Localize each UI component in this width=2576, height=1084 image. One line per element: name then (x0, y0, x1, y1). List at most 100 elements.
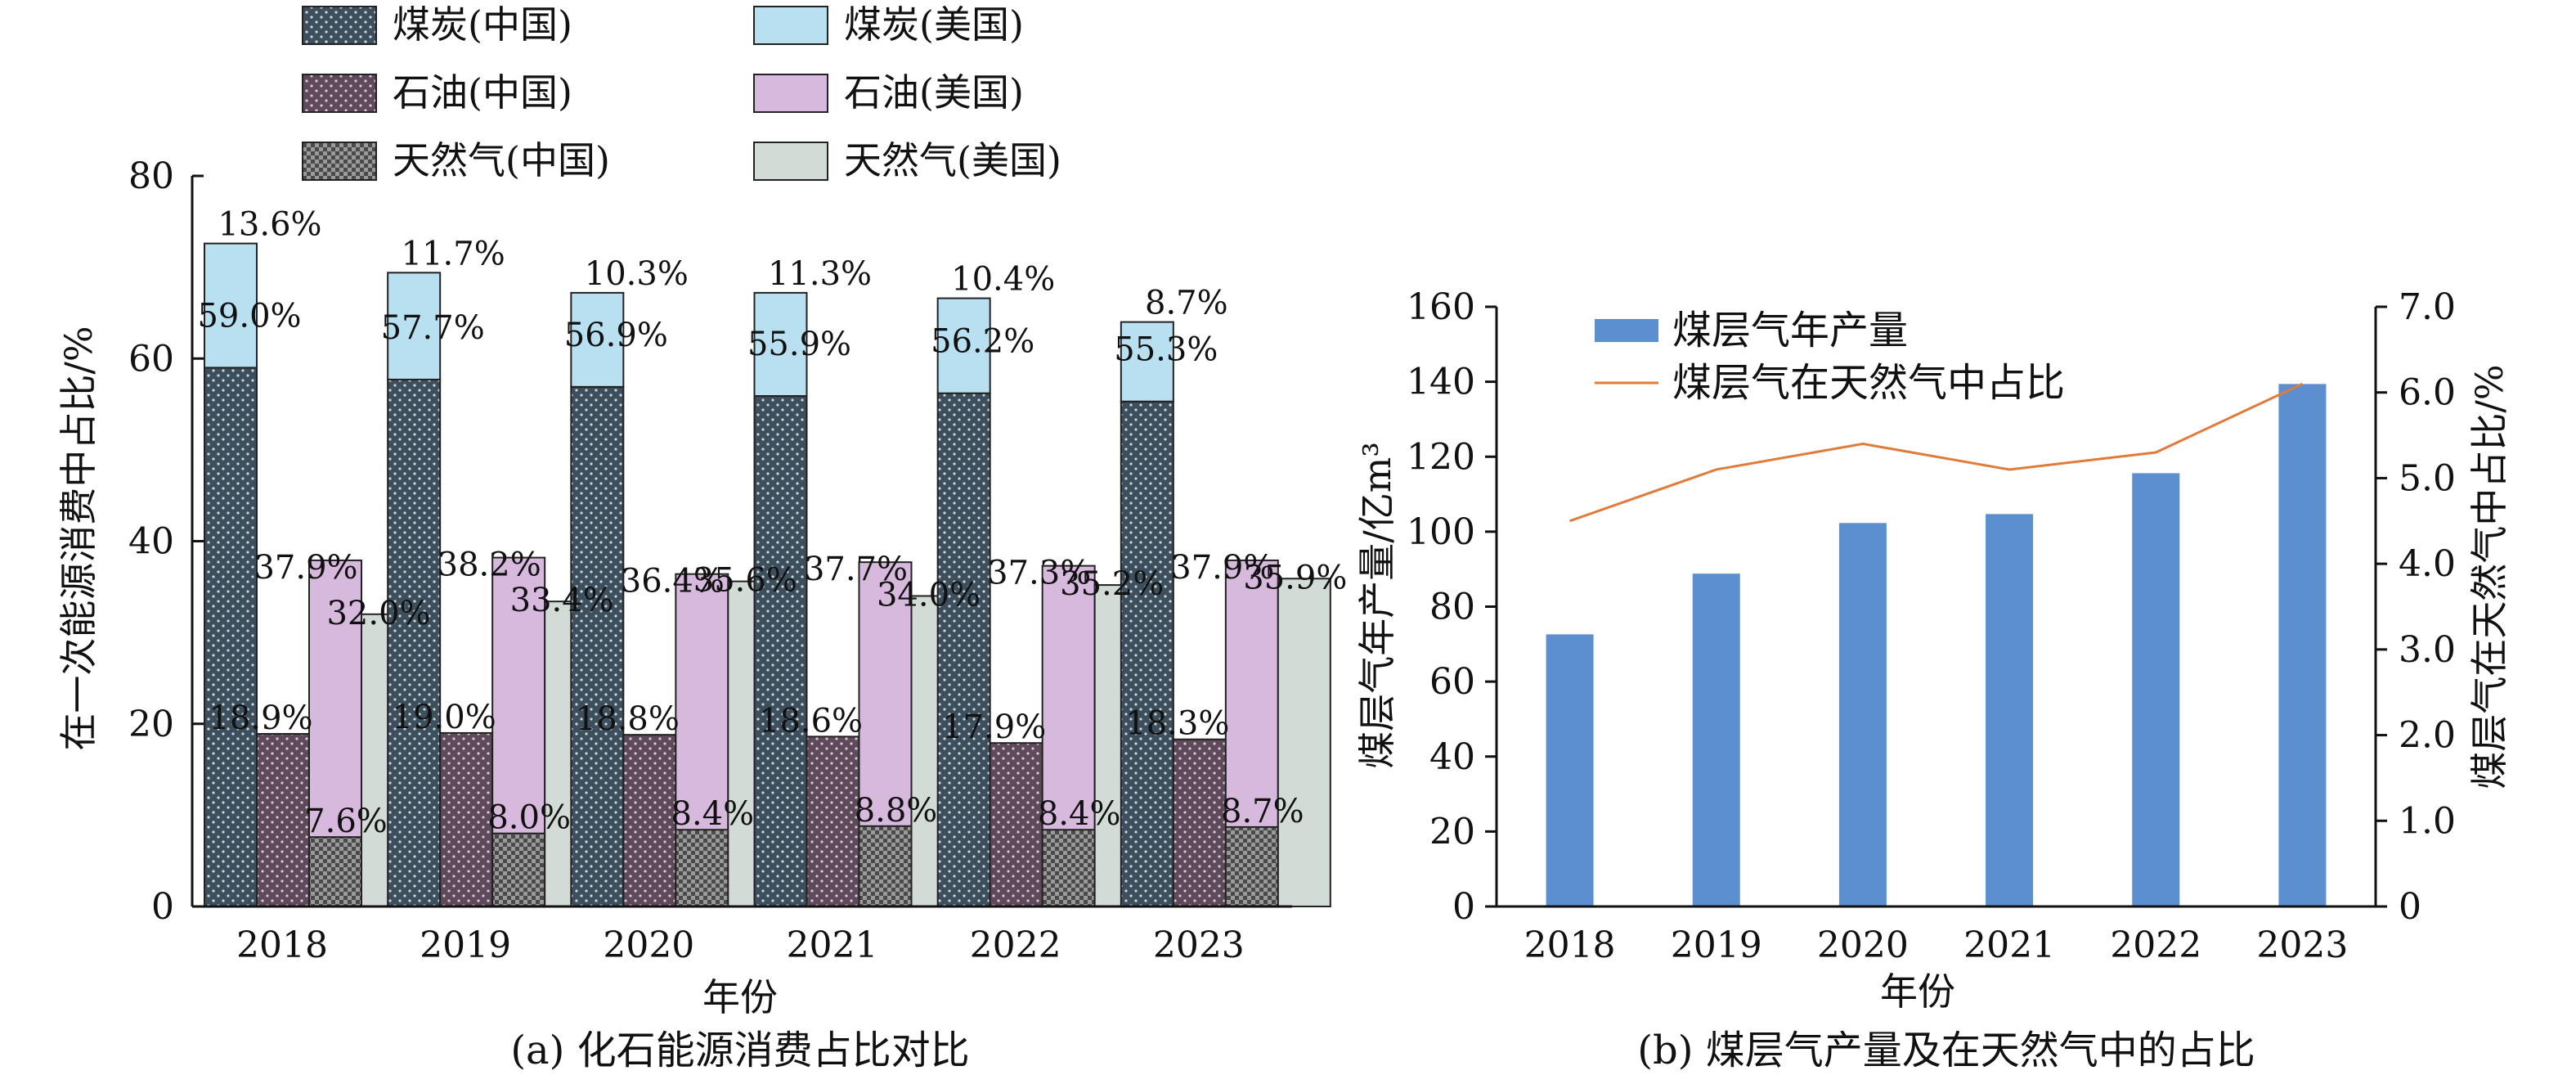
label-us-gas-2021: 34.0% (877, 576, 981, 614)
x-tick-label-2018: 2018 (236, 924, 328, 966)
bar-天然气(中国)-2021 (858, 825, 913, 908)
bar-煤炭(中国)-2019 (387, 378, 442, 907)
x-tick-label-2023: 2023 (2256, 924, 2348, 966)
share-line (1569, 382, 2304, 523)
label-us-oil-2019: 38.2% (438, 546, 541, 584)
label-us-coal-2021: 11.3% (768, 255, 872, 293)
right-tick-label: 5.0 (2399, 457, 2456, 499)
chart-b-line (1569, 382, 2304, 523)
legend-label-煤炭(中国): 煤炭(中国) (393, 2, 572, 47)
label-cn-gas-2019: 8.0% (487, 799, 571, 837)
x-tick-label-2021: 2021 (787, 924, 878, 966)
label-cn-coal-2020: 56.9% (564, 317, 668, 354)
label-cn-gas-2023: 8.7% (1221, 793, 1304, 830)
legend-label-石油(中国): 石油(中国) (393, 70, 572, 115)
right-tick-label: 1.0 (2399, 800, 2456, 842)
chart-b-caption: (b) 煤层气产量及在天然气中的占比 (1637, 1028, 2255, 1073)
chart-b-right-axis-label: 煤层气在天然气中占比/% (2467, 364, 2511, 789)
y-tick-label: 120 (1407, 436, 1475, 478)
label-cn-oil-2018: 18.9% (209, 699, 312, 737)
bar-天然气(美国)-2023 (1277, 578, 1331, 907)
x-tick-label-2019: 2019 (420, 924, 511, 966)
legend-label-天然气(中国): 天然气(中国) (393, 138, 610, 182)
label-us-oil-2020: 36.4% (621, 563, 725, 600)
label-us-oil-2022: 37.3% (987, 555, 1091, 592)
legend-swatch-煤炭(美国) (753, 6, 828, 45)
label-cn-oil-2019: 19.0% (393, 699, 496, 736)
label-cn-oil-2020: 18.8% (576, 700, 680, 738)
chart-a-bars (204, 242, 1331, 908)
bar-2023 (2278, 384, 2327, 906)
bar-天然气(中国)-2023 (1224, 825, 1279, 907)
legend-label-line: 煤层气在天然气中占比 (1672, 360, 2065, 406)
bar-石油(中国)-2019 (439, 731, 494, 907)
y-tick-label: 80 (128, 155, 174, 197)
right-tick-label: 2.0 (2399, 715, 2456, 757)
bar-石油(中国)-2022 (989, 742, 1043, 907)
label-cn-coal-2022: 56.2% (931, 323, 1034, 361)
label-cn-gas-2022: 8.4% (1038, 795, 1121, 833)
chart-a-x-axis-label: 年份 (702, 975, 778, 1019)
bar-天然气(中国)-2022 (1041, 829, 1096, 907)
x-tick-label-2019: 2019 (1671, 924, 1762, 966)
chart-a-data-labels: 13.6% 59.0% 37.9% 18.9% 32.0% 7.6% 11.7% 57.7% 3… (197, 206, 1347, 841)
legend-label-石油(美国): 石油(美国) (844, 70, 1024, 115)
label-cn-coal-2021: 55.9% (747, 326, 851, 363)
bar-天然气(中国)-2019 (491, 832, 546, 908)
label-us-oil-2018: 37.9% (254, 549, 357, 587)
bar-天然气(中国)-2020 (675, 829, 729, 907)
bar-2020 (1838, 523, 1887, 906)
label-cn-coal-2023: 55.3% (1114, 331, 1218, 369)
label-cn-coal-2018: 59.0% (197, 297, 301, 335)
chart-a-legend: 煤炭(中国) 石油(中国) 天然气(中国) 煤炭(美国) 石油(美国) 天然气(美国) (302, 2, 1061, 182)
bar-2018 (1546, 634, 1594, 906)
bar-石油(中国)-2023 (1172, 738, 1227, 907)
bar-煤炭(美国)-2022 (936, 297, 991, 394)
label-us-coal-2022: 10.4% (951, 261, 1055, 299)
legend-swatch-石油(中国) (302, 74, 377, 113)
bar-2019 (1692, 573, 1740, 906)
bar-天然气(中国)-2018 (308, 836, 362, 907)
x-tick-label-2022: 2022 (970, 924, 1061, 966)
label-us-oil-2023: 37.9% (1170, 549, 1274, 587)
label-cn-oil-2023: 18.3% (1125, 705, 1229, 743)
y-tick-label: 140 (1407, 362, 1475, 403)
y-tick-label: 80 (1429, 587, 1475, 628)
bar-煤炭(美国)-2018 (204, 242, 258, 369)
chart-a-axes: 2018 2019 2020 2021 2022 2023 0 20 40 60 80 (128, 155, 1292, 966)
bar-煤炭(中国)-2023 (1120, 400, 1174, 907)
x-tick-label-2022: 2022 (2110, 924, 2201, 966)
bar-石油(中国)-2018 (256, 733, 310, 907)
legend-swatch-煤炭(中国) (302, 6, 377, 45)
legend-swatch-天然气(中国) (302, 142, 377, 181)
y-tick-label: 20 (1429, 811, 1475, 852)
chart-b-bars (1546, 384, 2327, 906)
label-us-gas-2019: 33.4% (510, 582, 614, 619)
chart-b-x-axis-label: 年份 (1880, 969, 1955, 1014)
label-us-coal-2023: 8.7% (1145, 285, 1228, 322)
label-us-gas-2022: 35.2% (1060, 565, 1164, 603)
chart-a: 煤炭(中国) 石油(中国) 天然气(中国) 煤炭(美国) 石油(美国) 天然气(美国) 1… (56, 2, 1347, 1073)
bar-石油(中国)-2020 (622, 734, 677, 908)
y-tick-label: 60 (1429, 661, 1475, 703)
bar-2021 (1986, 514, 2034, 906)
chart-b-y-axis-label: 煤层气年产量/亿m³ (1355, 442, 1399, 769)
y-tick-label: 0 (151, 886, 174, 928)
label-us-gas-2023: 35.9% (1243, 559, 1347, 596)
bar-煤炭(美国)-2019 (387, 272, 442, 380)
legend-swatch-天然气(美国) (753, 142, 828, 181)
chart-a-caption: (a) 化石能源消费占比对比 (510, 1028, 969, 1073)
label-us-oil-2021: 37.7% (804, 551, 908, 588)
right-tick-label: 7.0 (2399, 286, 2456, 328)
y-tick-label: 20 (128, 704, 174, 745)
x-tick-label-2018: 2018 (1524, 924, 1616, 966)
label-cn-coal-2019: 57.7% (381, 309, 485, 347)
bar-煤炭(美国)-2020 (570, 291, 625, 388)
bar-2022 (2132, 473, 2180, 906)
bar-煤炭(中国)-2021 (753, 395, 808, 907)
bar-煤炭(美国)-2021 (753, 291, 808, 398)
chart-a-y-axis-label: 在一次能源消费中占比/% (56, 326, 101, 750)
legend-label-bar: 煤层气年产量 (1672, 308, 1908, 353)
